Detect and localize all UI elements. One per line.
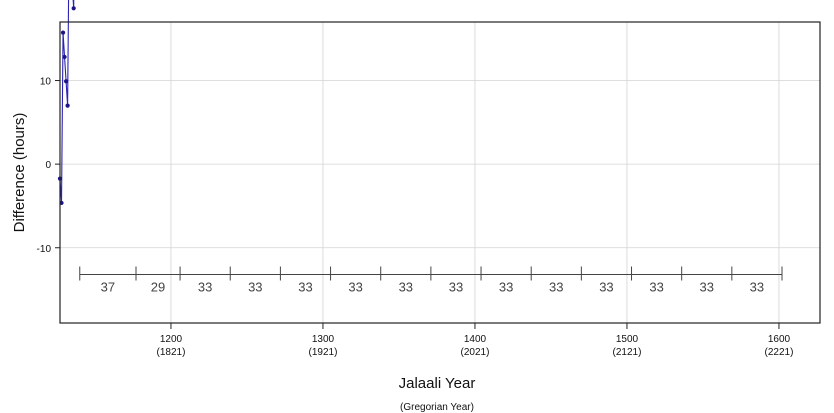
data-point — [63, 79, 69, 84]
cycle-length-label: 33 — [750, 280, 764, 295]
y-tick-label: -10 — [37, 244, 52, 255]
y-axis-title: Difference (hours) — [11, 113, 28, 233]
x-tick-label: 1300 — [312, 334, 335, 345]
data-point — [71, 6, 76, 11]
data-point — [62, 54, 67, 60]
data-point — [60, 30, 66, 35]
cycle-length-label: 33 — [298, 280, 312, 295]
x-tick-sublabel: (2021) — [461, 347, 490, 358]
x-axis: 1200 (1821) 1300 (1921) 1400 (2021) 1500 (2121)… — [157, 323, 794, 358]
plot-frame — [59, 21, 821, 324]
cycle-length-label: 29 — [151, 280, 165, 295]
x-tick-sublabel: (2121) — [613, 347, 642, 358]
cycle-length-label: 33 — [399, 280, 413, 295]
y-axis: 10 0 -10 — [37, 77, 60, 255]
plot-background — [60, 22, 820, 323]
cycle-length-label: 33 — [549, 280, 563, 295]
x-tick-sublabel: (1921) — [309, 347, 338, 358]
x-tick-sublabel: (1821) — [157, 347, 186, 358]
cycle-length-label: 33 — [599, 280, 613, 295]
x-tick-label: 1200 — [160, 334, 183, 345]
cycle-length-label: 33 — [700, 280, 714, 295]
x-tick-label: 1500 — [616, 334, 639, 345]
cycle-length-label: 33 — [248, 280, 262, 295]
x-tick-label: 1600 — [768, 334, 791, 345]
y-tick-label: 10 — [40, 77, 52, 88]
cycle-length-label: 33 — [649, 280, 663, 295]
x-axis-subtitle: (Gregorian Year) — [400, 402, 474, 413]
cycle-length-label: 33 — [499, 280, 513, 295]
x-tick-label: 1400 — [464, 334, 487, 345]
x-tick-sublabel: (2221) — [765, 347, 794, 358]
cycle-length-label: 33 — [449, 280, 463, 295]
cycle-length-label: 37 — [101, 280, 115, 295]
y-tick-label: 0 — [45, 160, 51, 171]
grid-lines — [60, 22, 820, 323]
cycle-bracket: 37 29 33 33 33 33 33 33 33 33 33 33 33 33 — [79, 266, 783, 295]
cycle-length-label: 33 — [198, 280, 212, 295]
data-point — [65, 103, 70, 108]
x-axis-title: Jalaali Year — [399, 375, 476, 392]
cycle-length-label: 33 — [348, 280, 362, 295]
